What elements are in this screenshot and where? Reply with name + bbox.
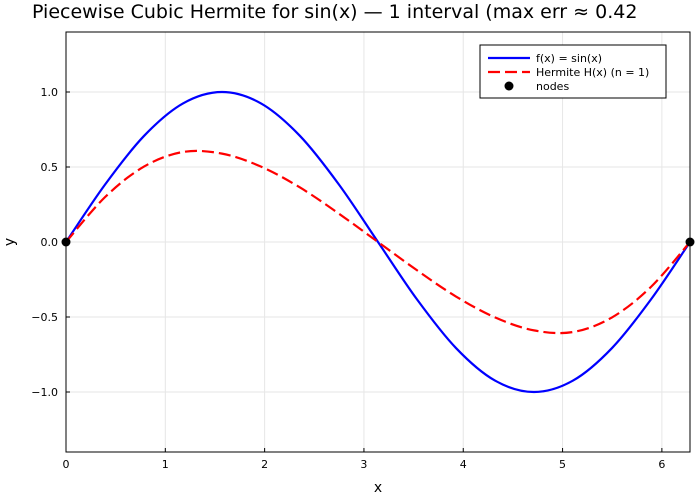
x-tick-label-6: 6 bbox=[658, 458, 665, 471]
y-tick-label-2: 0.0 bbox=[41, 236, 59, 249]
x-tick-label-2: 2 bbox=[261, 458, 268, 471]
x-axis-label: x bbox=[374, 480, 382, 496]
legend-label-hermite: Hermite H(x) (n = 1) bbox=[536, 66, 649, 79]
legend-label-sin: f(x) = sin(x) bbox=[536, 52, 602, 65]
y-axis-label: y bbox=[2, 238, 18, 246]
y-tick-label-4: 1.0 bbox=[41, 86, 59, 99]
series-line-hermite bbox=[65, 149, 691, 335]
x-tick-label-0: 0 bbox=[63, 458, 70, 471]
x-tick-label-5: 5 bbox=[559, 458, 566, 471]
x-tick-label-1: 1 bbox=[162, 458, 169, 471]
x-tick-label-3: 3 bbox=[360, 458, 367, 471]
y-tick-label-1: −0.5 bbox=[31, 311, 58, 324]
legend-swatch-nodes bbox=[504, 81, 514, 91]
series-line-sin bbox=[65, 90, 691, 394]
grid bbox=[65, 32, 690, 452]
y-tick-label-0: −1.0 bbox=[31, 386, 58, 399]
chart-title: Piecewise Cubic Hermite for sin(x) — 1 i… bbox=[32, 1, 637, 23]
y-tick-label-3: 0.5 bbox=[41, 161, 59, 174]
legend: f(x) = sin(x) Hermite H(x) (n = 1) nodes bbox=[479, 44, 667, 99]
y-axis-ticks: −1.0 −0.5 0.0 0.5 1.0 bbox=[31, 86, 70, 399]
x-tick-label-4: 4 bbox=[460, 458, 467, 471]
legend-label-nodes: nodes bbox=[536, 80, 569, 93]
x-axis-ticks: 0 1 2 3 4 5 6 bbox=[63, 448, 665, 471]
